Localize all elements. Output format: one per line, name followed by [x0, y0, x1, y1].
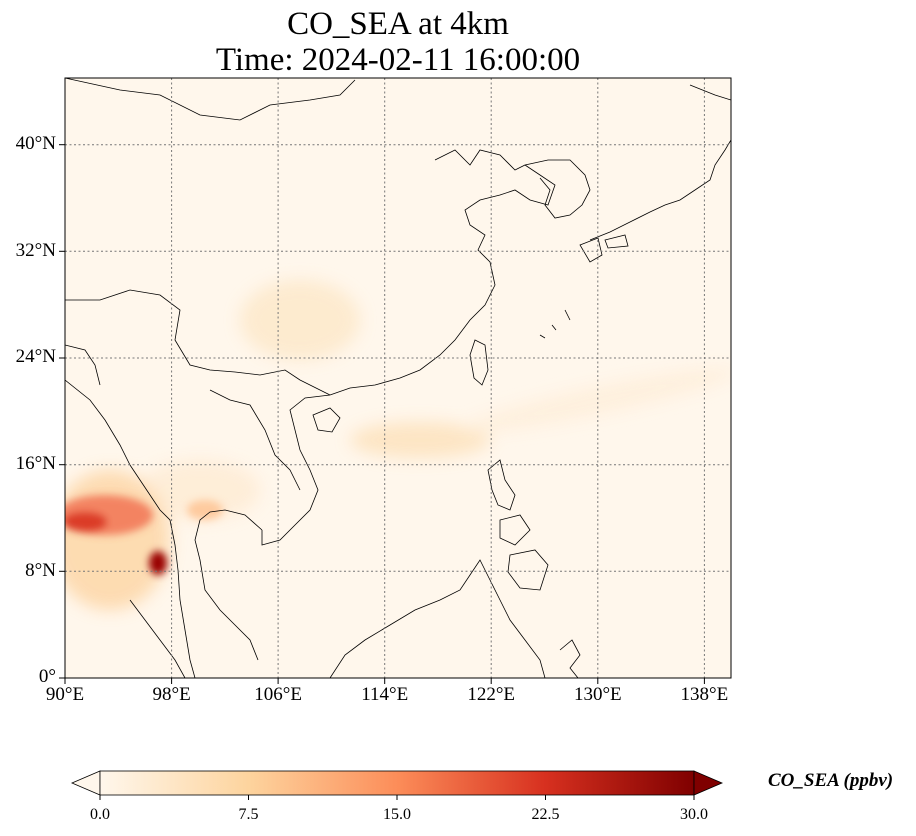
map-frame: [64, 77, 732, 679]
colorbar: [70, 770, 724, 800]
plume-thailand: [187, 500, 223, 520]
philippines-mindanao: [507, 549, 549, 591]
plume-pacific-band: [463, 367, 731, 433]
lat-label-16n: 16°N: [15, 453, 56, 474]
colorbar-tick-0: 0.0: [90, 806, 110, 823]
lat-label-24n: 24°N: [15, 346, 56, 367]
china-inland-borders: [65, 289, 331, 396]
japan-honshu: [589, 139, 731, 241]
lat-label-40n: 40°N: [15, 133, 56, 154]
coastlines: [65, 78, 731, 678]
philippines-visayas: [499, 514, 531, 546]
colorbar-extend-min: [70, 770, 101, 796]
lat-label-8n: 8°N: [25, 560, 56, 581]
japan-shikoku: [604, 234, 629, 249]
lon-label-130e: 130°E: [573, 684, 622, 705]
colorbar-tick-30: 30.0: [680, 806, 708, 823]
map-title-line1: CO_SEA at 4km: [287, 6, 509, 42]
plume-myanmar-west: [65, 470, 170, 610]
colorbar-gradient: [99, 770, 695, 796]
borneo: [329, 559, 546, 678]
lon-label-98e: 98°E: [152, 684, 191, 705]
myanmar-coast: [65, 379, 196, 678]
vietnam-coast: [261, 394, 331, 546]
mongolia-border: [65, 78, 356, 121]
colorbar-tick-22-5: 22.5: [531, 806, 560, 823]
plume-central-china: [240, 280, 360, 360]
plume-hotspot-andaman: [149, 551, 167, 575]
colorbar-label: CO_SEA (ppbv): [768, 770, 894, 791]
japan-hokkaido: [689, 84, 731, 101]
thailand-gulf: [194, 509, 263, 661]
taiwan: [469, 339, 489, 386]
sumatra: [129, 599, 186, 678]
ryukyu-islands: [539, 309, 571, 339]
philippines-luzon: [487, 459, 516, 511]
lat-label-32n: 32°N: [15, 240, 56, 261]
hainan: [312, 407, 341, 433]
gridlines: [65, 78, 731, 678]
concentration-field: [65, 280, 731, 610]
map-background: [65, 78, 731, 678]
lon-label-122e: 122°E: [467, 684, 516, 705]
colorbar-extend-max: [693, 770, 724, 796]
axis-ticks: [59, 144, 705, 684]
lon-label-114e: 114°E: [361, 684, 409, 705]
laos-borders: [209, 389, 301, 491]
japan-kyushu: [579, 237, 603, 263]
colorbar-tick-15: 15.0: [383, 806, 411, 823]
lat-label-0: 0°: [38, 666, 56, 687]
map-title-line2: Time: 2024-02-11 16:00:00: [215, 42, 581, 78]
china-east-coast: [329, 149, 556, 396]
colorbar-tick-7-5: 7.5: [238, 806, 259, 823]
lon-label-106e: 106°E: [254, 684, 302, 705]
sulawesi: [559, 639, 581, 678]
korea: [524, 159, 591, 219]
plume-myanmar-core: [65, 512, 107, 532]
lon-label-90e: 90°E: [45, 684, 85, 705]
plume-indochina: [140, 460, 260, 520]
lon-label-138e: 138°E: [680, 684, 729, 705]
india-border: [65, 344, 101, 386]
